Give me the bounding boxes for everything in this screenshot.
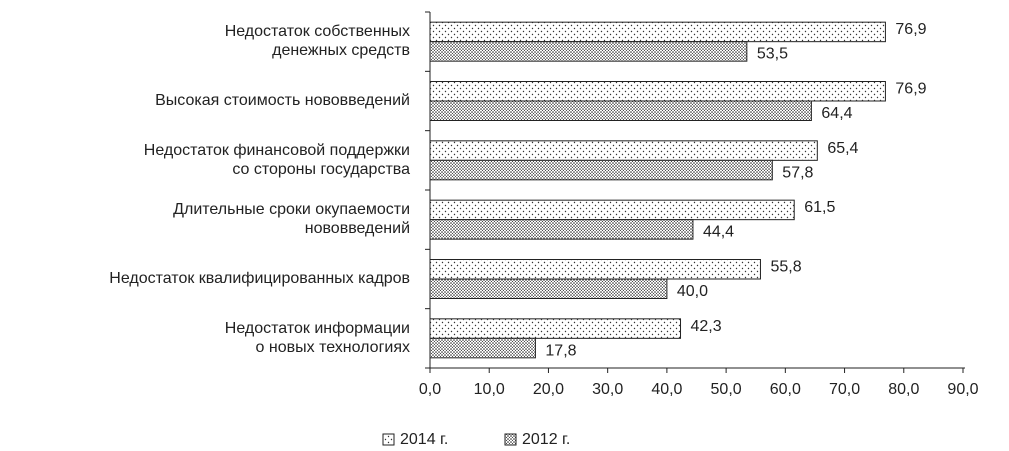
value-label: 42,3	[691, 318, 722, 335]
x-tick-label: 20,0	[533, 381, 564, 398]
category-label-line: денежных средств	[272, 42, 410, 59]
legend-label: 2014 г.	[400, 431, 448, 448]
bar	[429, 100, 812, 121]
category-label-line: Недостаток информации	[225, 320, 410, 337]
value-label: 17,8	[545, 342, 576, 359]
x-tick-label: 40,0	[651, 381, 682, 398]
category-label: Длительные сроки окупаемости нововведений	[173, 201, 410, 237]
category-label: Недостаток информации о новых технологиях	[225, 320, 410, 356]
category-label-line: со стороны государства	[232, 161, 410, 178]
bar	[429, 140, 818, 161]
legend-swatch	[382, 433, 395, 446]
x-tick-label: 0,0	[419, 381, 441, 398]
bar	[429, 81, 886, 102]
bar	[429, 199, 795, 221]
x-tick-label: 30,0	[592, 381, 623, 398]
x-tick-label: 70,0	[829, 381, 860, 398]
bar	[429, 219, 694, 240]
category-label-line: о новых технологиях	[256, 339, 410, 356]
value-label: 55,8	[770, 258, 801, 275]
category-label-line: Недостаток финансовой поддержки	[144, 142, 410, 159]
x-tick-label: 60,0	[770, 381, 801, 398]
value-label: 64,4	[821, 105, 852, 122]
category-label: Недостаток финансовой поддержки со сторон…	[144, 142, 410, 178]
legend-label: 2012 г.	[522, 431, 570, 448]
value-label: 76,9	[895, 80, 926, 97]
x-tick-label: 10,0	[474, 381, 505, 398]
category-label-line: Высокая стоимость нововведений	[155, 92, 410, 109]
bar	[429, 337, 536, 359]
category-label-line: Недостаток квалифицированных кадров	[109, 270, 410, 287]
value-label: 65,4	[827, 140, 858, 157]
bar	[429, 318, 682, 339]
bar	[429, 278, 668, 299]
bar	[429, 41, 748, 62]
category-label-line: Недостаток собственных	[225, 23, 410, 40]
value-label: 76,9	[895, 21, 926, 38]
value-label: 40,0	[677, 283, 708, 300]
x-tick-label: 80,0	[888, 381, 919, 398]
bar	[429, 21, 886, 43]
category-label: Недостаток квалифицированных кадров	[109, 270, 410, 287]
x-tick-label: 90,0	[947, 381, 978, 398]
value-label: 44,4	[703, 224, 734, 241]
x-tick-label: 50,0	[711, 381, 742, 398]
value-label: 61,5	[804, 199, 835, 216]
category-label: Высокая стоимость нововведений	[155, 92, 410, 109]
bar	[429, 259, 761, 280]
legend-swatch	[504, 433, 517, 446]
value-label: 53,5	[757, 46, 788, 63]
bar	[429, 159, 773, 181]
value-label: 57,8	[782, 164, 813, 181]
category-label-line: нововведений	[305, 220, 410, 237]
category-label: Недостаток собственных денежных средств	[225, 23, 410, 59]
category-label-line: Длительные сроки окупаемости	[173, 201, 410, 218]
